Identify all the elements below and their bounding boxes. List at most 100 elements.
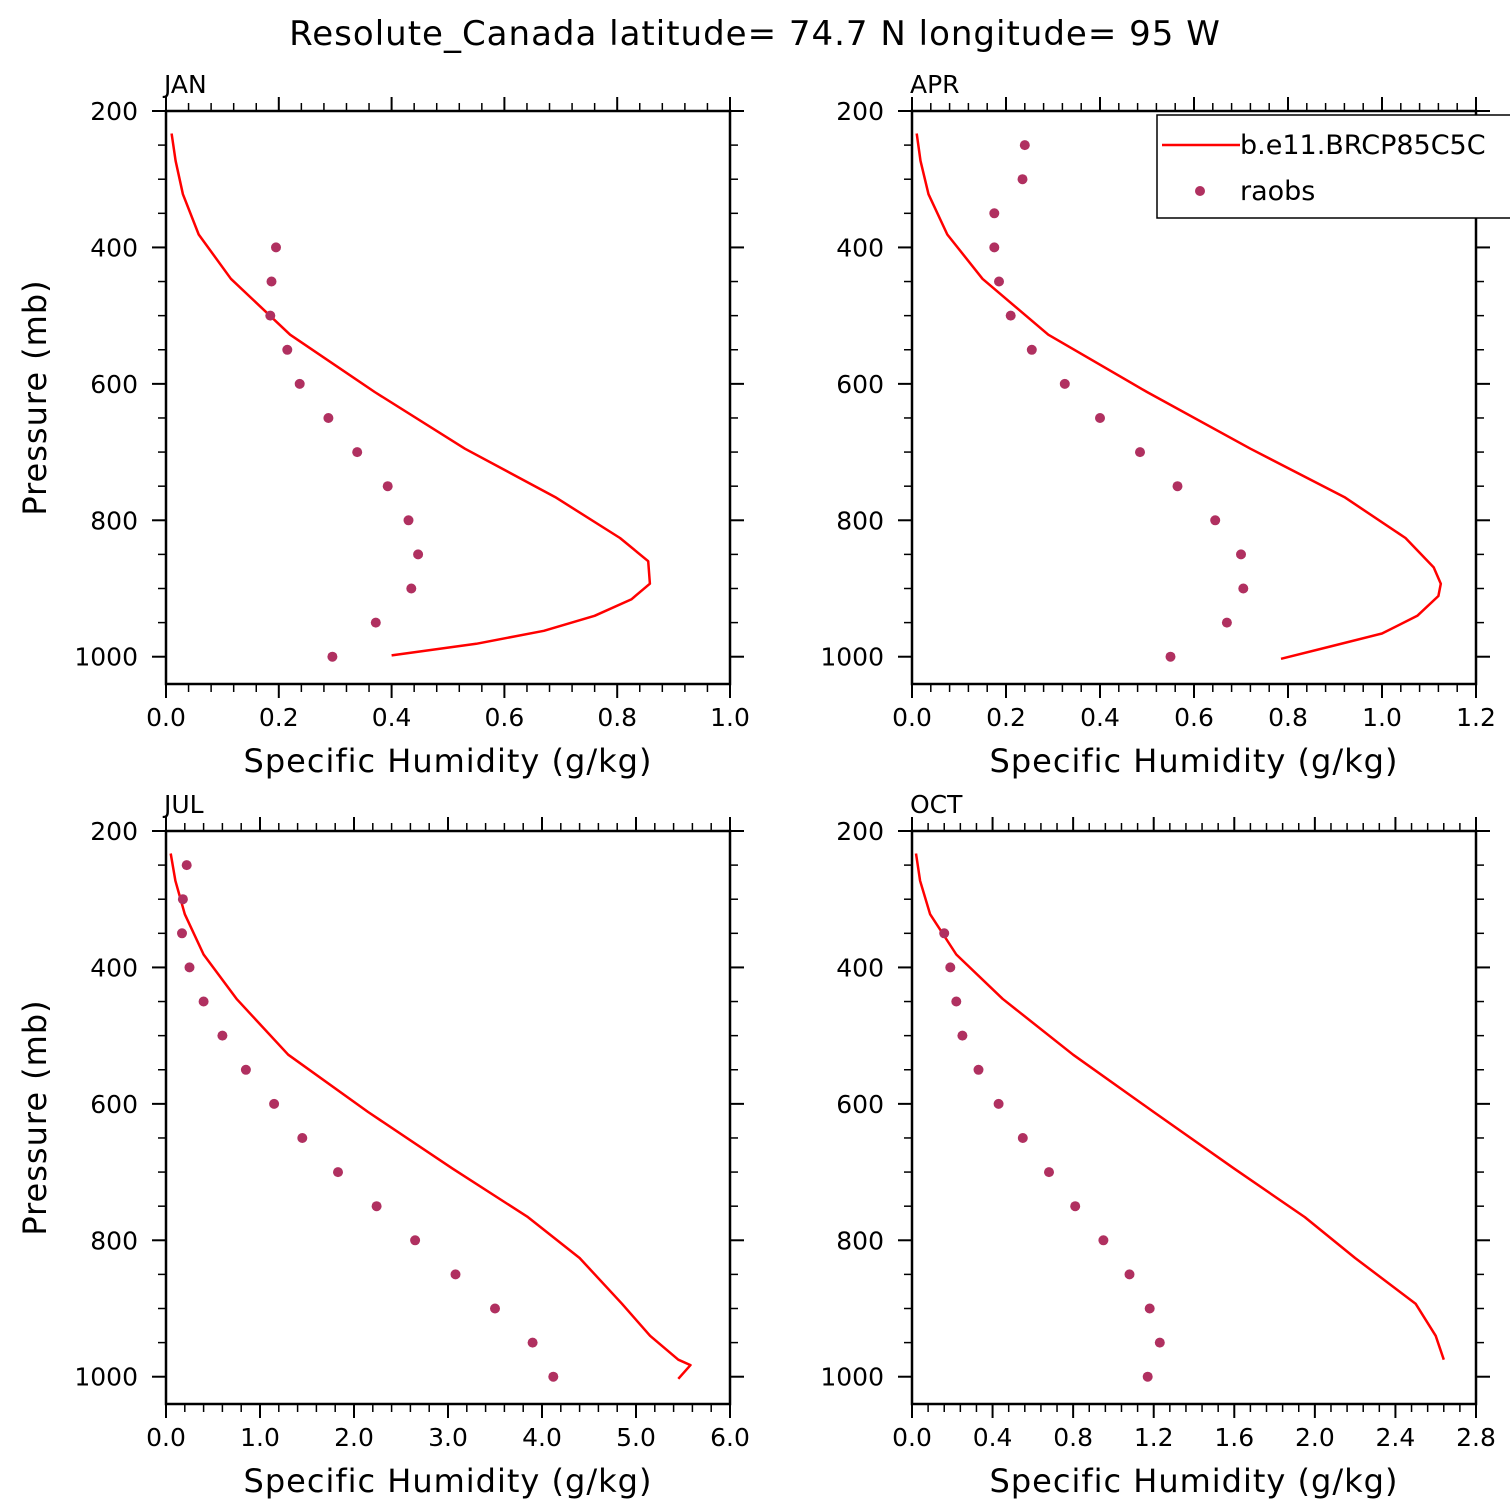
raobs-point <box>266 276 277 287</box>
legend-model-label: b.e11.BRCP85C5C <box>1240 130 1486 161</box>
raobs-point <box>271 242 281 253</box>
panel-label: JAN <box>162 70 207 99</box>
raobs-point <box>282 344 293 355</box>
raobs-point <box>945 962 956 973</box>
y-tick-label: 1000 <box>820 643 884 672</box>
raobs-point <box>951 996 962 1007</box>
y-tick-label: 1000 <box>74 1363 138 1392</box>
model-profile-line <box>914 853 1445 1361</box>
x-tick-label: 1.0 <box>240 1423 280 1452</box>
raobs-point <box>352 447 363 458</box>
raobs-point <box>269 1098 280 1109</box>
x-tick-label: 0.6 <box>485 703 525 732</box>
figure-title: Resolute_Canada latitude= 74.7 N longitu… <box>289 14 1221 54</box>
raobs-point <box>957 1030 968 1041</box>
x-tick-label: 0.2 <box>986 703 1026 732</box>
x-tick-label: 0.4 <box>372 703 412 732</box>
plot-frame <box>164 829 732 1406</box>
panel-label: JUL <box>162 790 204 819</box>
y-tick-label: 800 <box>836 1226 884 1255</box>
y-tick-label: 400 <box>836 953 884 982</box>
raobs-point <box>406 583 417 594</box>
legend: b.e11.BRCP85C5C raobs <box>1156 114 1510 219</box>
raobs-point <box>1172 481 1183 492</box>
raobs-point <box>1017 174 1028 185</box>
legend-obs-label: raobs <box>1240 176 1315 207</box>
x-tick-label: 0.2 <box>259 703 299 732</box>
y-tick-label: 800 <box>836 506 884 535</box>
panels-container: JAN 0.0 0.2 0.4 0.6 0.8 1.0 200 400 600 800 1000 Spe… <box>16 70 1496 1500</box>
x-tick-label: 2.0 <box>1295 1423 1335 1452</box>
raobs-point <box>198 996 209 1007</box>
x-axis-label: Specific Humidity (g/kg) <box>990 742 1399 780</box>
plot-frame <box>164 109 732 686</box>
x-tick-label: 6.0 <box>710 1423 750 1452</box>
raobs-point <box>1059 378 1070 389</box>
x-tick-label: 0.6 <box>1174 703 1214 732</box>
y-tick-label: 200 <box>836 817 884 846</box>
x-tick-label: 4.0 <box>522 1423 562 1452</box>
raobs-point <box>973 1064 984 1075</box>
y-tick-label: 200 <box>90 817 138 846</box>
raobs-point <box>994 276 1004 287</box>
raobs-point <box>297 1133 308 1143</box>
raobs-point <box>1210 515 1221 526</box>
x-tick-label: 1.2 <box>1456 703 1496 732</box>
raobs-point <box>265 310 276 321</box>
raobs-point <box>450 1269 461 1280</box>
raobs-point <box>1095 413 1105 423</box>
raobs-point <box>1154 1337 1165 1348</box>
y-tick-label: 400 <box>90 233 138 262</box>
x-axis-label: Specific Humidity (g/kg) <box>244 1462 653 1500</box>
raobs-point <box>490 1303 500 1314</box>
y-tick-label: 800 <box>90 1226 138 1255</box>
raobs-point <box>993 1098 1004 1109</box>
y-tick-label: 200 <box>836 97 884 126</box>
x-tick-label: 5.0 <box>616 1423 656 1452</box>
y-axis-label: Pressure (mb) <box>16 999 54 1235</box>
x-tick-label: 1.0 <box>1362 703 1402 732</box>
panel-apr: APR 0.0 0.2 0.4 0.6 0.8 1.0 1.2 200 400 600 800 1000… <box>820 70 1496 780</box>
data-layer <box>914 853 1445 1382</box>
data-layer <box>170 133 652 662</box>
x-axis-label: Specific Humidity (g/kg) <box>244 742 653 780</box>
raobs-point <box>1221 617 1232 628</box>
x-tick-label: 0.0 <box>892 1423 932 1452</box>
raobs-point <box>323 413 334 423</box>
x-tick-label: 1.6 <box>1214 1423 1254 1452</box>
raobs-point <box>177 894 188 905</box>
panel-oct: OCT 0.0 0.4 0.8 1.2 1.6 2.0 2.4 2.8 200 400 600 800 1… <box>820 790 1496 1500</box>
y-tick-label: 200 <box>90 97 138 126</box>
raobs-point <box>1019 140 1030 151</box>
raobs-point <box>989 242 1000 253</box>
raobs-point <box>527 1337 538 1348</box>
model-profile-line <box>170 133 652 657</box>
y-tick-label: 1000 <box>820 1363 884 1392</box>
raobs-point <box>327 651 338 662</box>
raobs-point <box>1144 1303 1155 1314</box>
raobs-point <box>1070 1201 1081 1212</box>
x-tick-label: 3.0 <box>428 1423 468 1452</box>
raobs-point <box>1017 1133 1028 1143</box>
raobs-point <box>1026 344 1037 355</box>
x-tick-label: 2.4 <box>1376 1423 1416 1452</box>
raobs-point <box>181 860 192 871</box>
raobs-point <box>1142 1371 1153 1382</box>
x-axis-label: Specific Humidity (g/kg) <box>990 1462 1399 1500</box>
plot-frame <box>910 829 1478 1406</box>
raobs-point <box>403 515 414 526</box>
y-tick-label: 400 <box>836 233 884 262</box>
x-tick-label: 0.4 <box>973 1423 1013 1452</box>
legend-obs-marker <box>1195 186 1205 196</box>
y-tick-label: 600 <box>90 370 138 399</box>
x-tick-label: 2.8 <box>1456 1423 1496 1452</box>
y-tick-label: 600 <box>836 1090 884 1119</box>
raobs-point <box>1044 1167 1054 1178</box>
panel-label: OCT <box>910 790 963 819</box>
raobs-point <box>989 208 1000 219</box>
raobs-point <box>240 1064 251 1075</box>
raobs-point <box>548 1371 559 1382</box>
data-layer <box>915 133 1443 662</box>
data-layer <box>169 853 692 1382</box>
